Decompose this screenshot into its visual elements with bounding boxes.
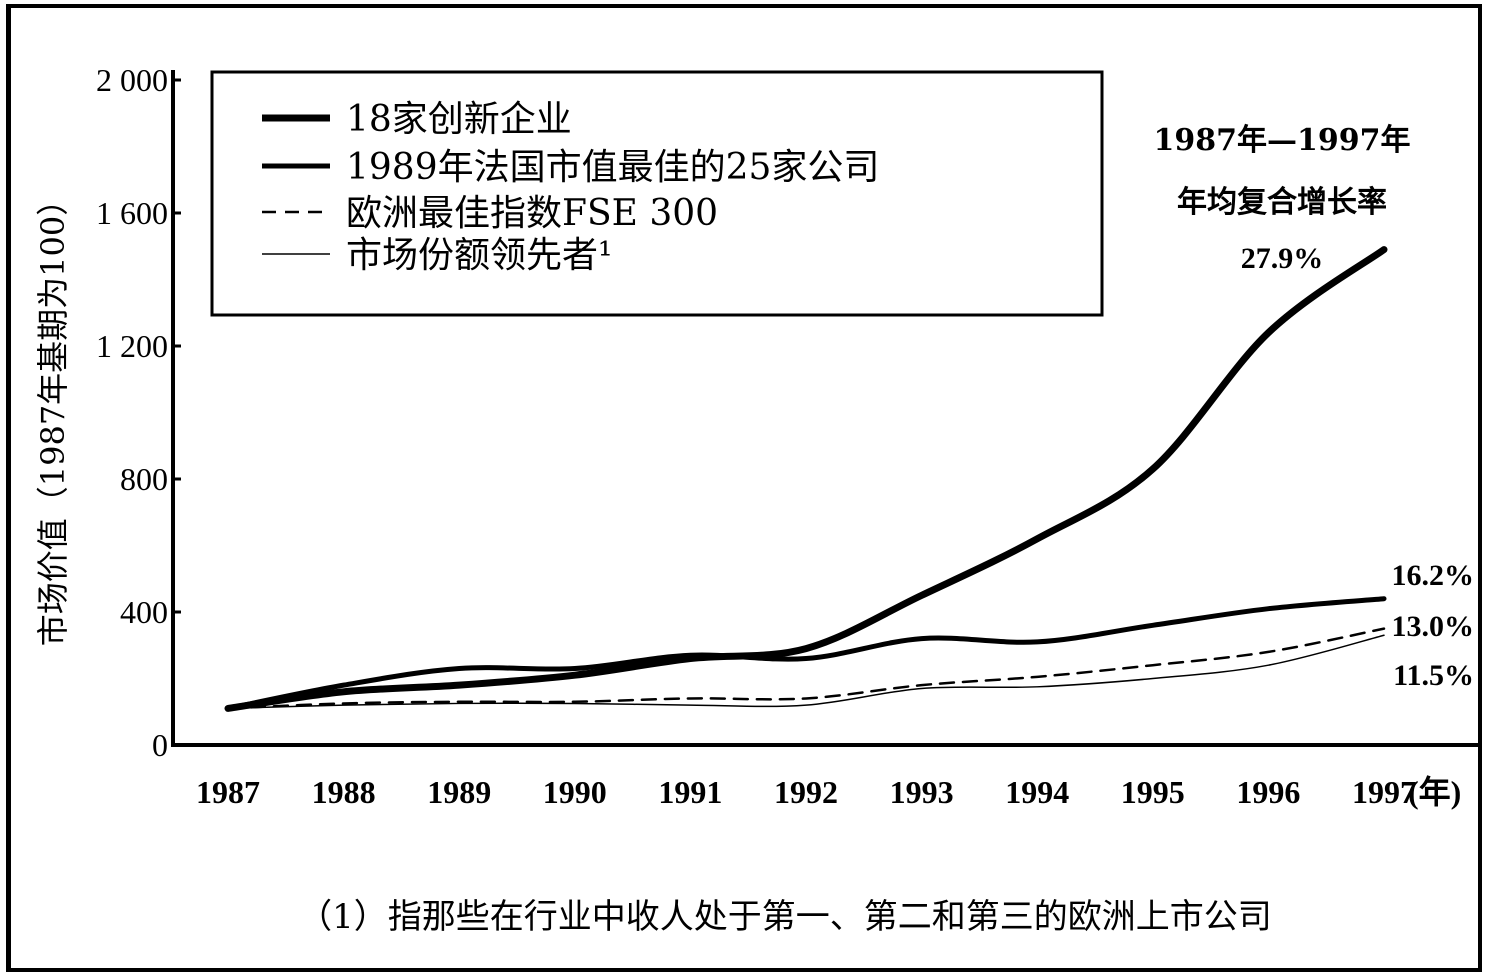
legend-label: 18家创新企业 <box>346 99 572 140</box>
series-line <box>224 246 1388 712</box>
x-tick-label: 1995 <box>1121 774 1185 810</box>
legend-box <box>210 70 1104 317</box>
series-line <box>226 627 1386 710</box>
series-end-label: 16.2% <box>1392 559 1475 592</box>
x-tick-label: 1989 <box>427 774 491 810</box>
series-end-label: 13.0% <box>1392 610 1475 643</box>
series-line <box>227 634 1385 710</box>
y-tick-label: 1 200 <box>96 328 168 364</box>
x-tick-label: 1990 <box>543 774 607 810</box>
x-tick-label: 1987 <box>196 774 260 810</box>
series-line <box>225 596 1387 711</box>
y-tick-label: 800 <box>120 461 168 497</box>
x-tick-label: 1988 <box>312 774 376 810</box>
y-tick-label: 2 000 <box>96 62 168 98</box>
series-end-label: 11.5% <box>1393 659 1474 692</box>
x-tick-label: 1992 <box>774 774 838 810</box>
chart-frame <box>6 4 1482 972</box>
y-axis-label: 市场价值（1987年基期为100） <box>34 184 72 647</box>
series-end-label: 27.9% <box>1241 242 1324 275</box>
footnote: （1）指那些在行业中收人处于第一、第二和第三的欧洲上市公司 <box>298 897 1272 937</box>
cagr-annotation-line1: 1987年—1997年 <box>1154 123 1411 158</box>
legend-label: 1989年法国市值最佳的25家公司 <box>346 147 879 188</box>
x-tick-label: 1996 <box>1236 774 1300 810</box>
x-tick-label: 1991 <box>658 774 722 810</box>
legend-label: 市场份额领先者¹ <box>346 235 612 276</box>
x-tick-label: 1993 <box>890 774 954 810</box>
legend-label: 欧洲最佳指数FSE 300 <box>346 193 718 234</box>
y-tick-label: 400 <box>120 594 168 630</box>
cagr-annotation-line2: 年均复合增长率 <box>1177 185 1387 220</box>
y-tick-label: 0 <box>152 727 168 763</box>
x-tick-label: 1994 <box>1005 774 1069 810</box>
y-tick-label: 1 600 <box>96 195 168 231</box>
x-axis-unit: (年) <box>1408 774 1461 810</box>
x-tick-label: 1997 <box>1352 774 1416 810</box>
